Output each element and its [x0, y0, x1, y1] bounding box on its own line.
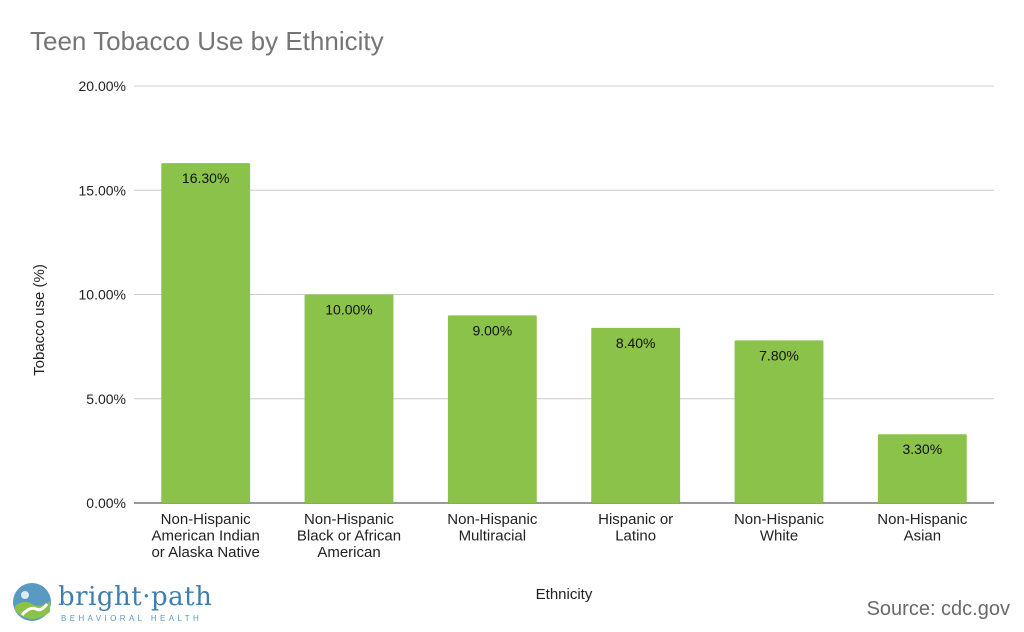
- x-tick-label: Hispanic or Latino: [598, 511, 673, 545]
- brand-name: bright·path: [58, 582, 213, 612]
- bar: [447, 315, 537, 503]
- y-tick-label: 10.00%: [79, 287, 126, 303]
- brand-tagline: BEHAVIORAL HEALTH: [61, 614, 203, 623]
- x-tick-label: Non-Hispanic Asian: [877, 511, 968, 545]
- brand-logo: bright·path BEHAVIORAL HEALTH: [12, 582, 212, 626]
- data-label: 10.00%: [325, 302, 372, 318]
- bar: [591, 327, 681, 503]
- chart-title: Teen Tobacco Use by Ethnicity: [30, 26, 384, 56]
- data-label: 9.00%: [472, 322, 512, 338]
- bar: [734, 340, 824, 503]
- x-axis-label: Ethnicity: [536, 586, 593, 603]
- bar: [877, 434, 967, 503]
- data-label: 16.30%: [182, 170, 229, 186]
- y-axis-label: Tobacco use (%): [31, 264, 48, 376]
- bright-path-logo-icon: [13, 583, 51, 621]
- bar: [161, 163, 251, 503]
- data-label: 7.80%: [759, 347, 799, 363]
- data-label: 3.30%: [902, 441, 942, 457]
- y-tick-label: 15.00%: [79, 182, 126, 198]
- y-axis-ticks: 0.00% 5.00% 10.00% 15.00% 20.00%: [79, 78, 126, 511]
- y-tick-label: 5.00%: [86, 391, 126, 407]
- gridlines: [134, 85, 994, 504]
- source-note: Source: cdc.gov: [866, 598, 1010, 620]
- x-axis-ticks: Non-Hispanic American Indian or Alaska Nat…: [151, 511, 967, 561]
- x-tick-label: Non-Hispanic White: [734, 511, 825, 545]
- data-labels: 16.30% 10.00% 9.00% 8.40% 7.80% 3.30%: [182, 170, 942, 457]
- data-label: 8.40%: [616, 335, 656, 351]
- x-tick-label: Non-Hispanic Black or African American: [297, 511, 401, 561]
- x-tick-label: Non-Hispanic Multiracial: [447, 511, 538, 545]
- x-tick-label: Non-Hispanic American Indian or Alaska Nat…: [151, 511, 259, 561]
- y-tick-label: 20.00%: [79, 78, 126, 94]
- bars: [161, 163, 967, 503]
- bar: [304, 294, 394, 503]
- y-tick-label: 0.00%: [86, 495, 126, 511]
